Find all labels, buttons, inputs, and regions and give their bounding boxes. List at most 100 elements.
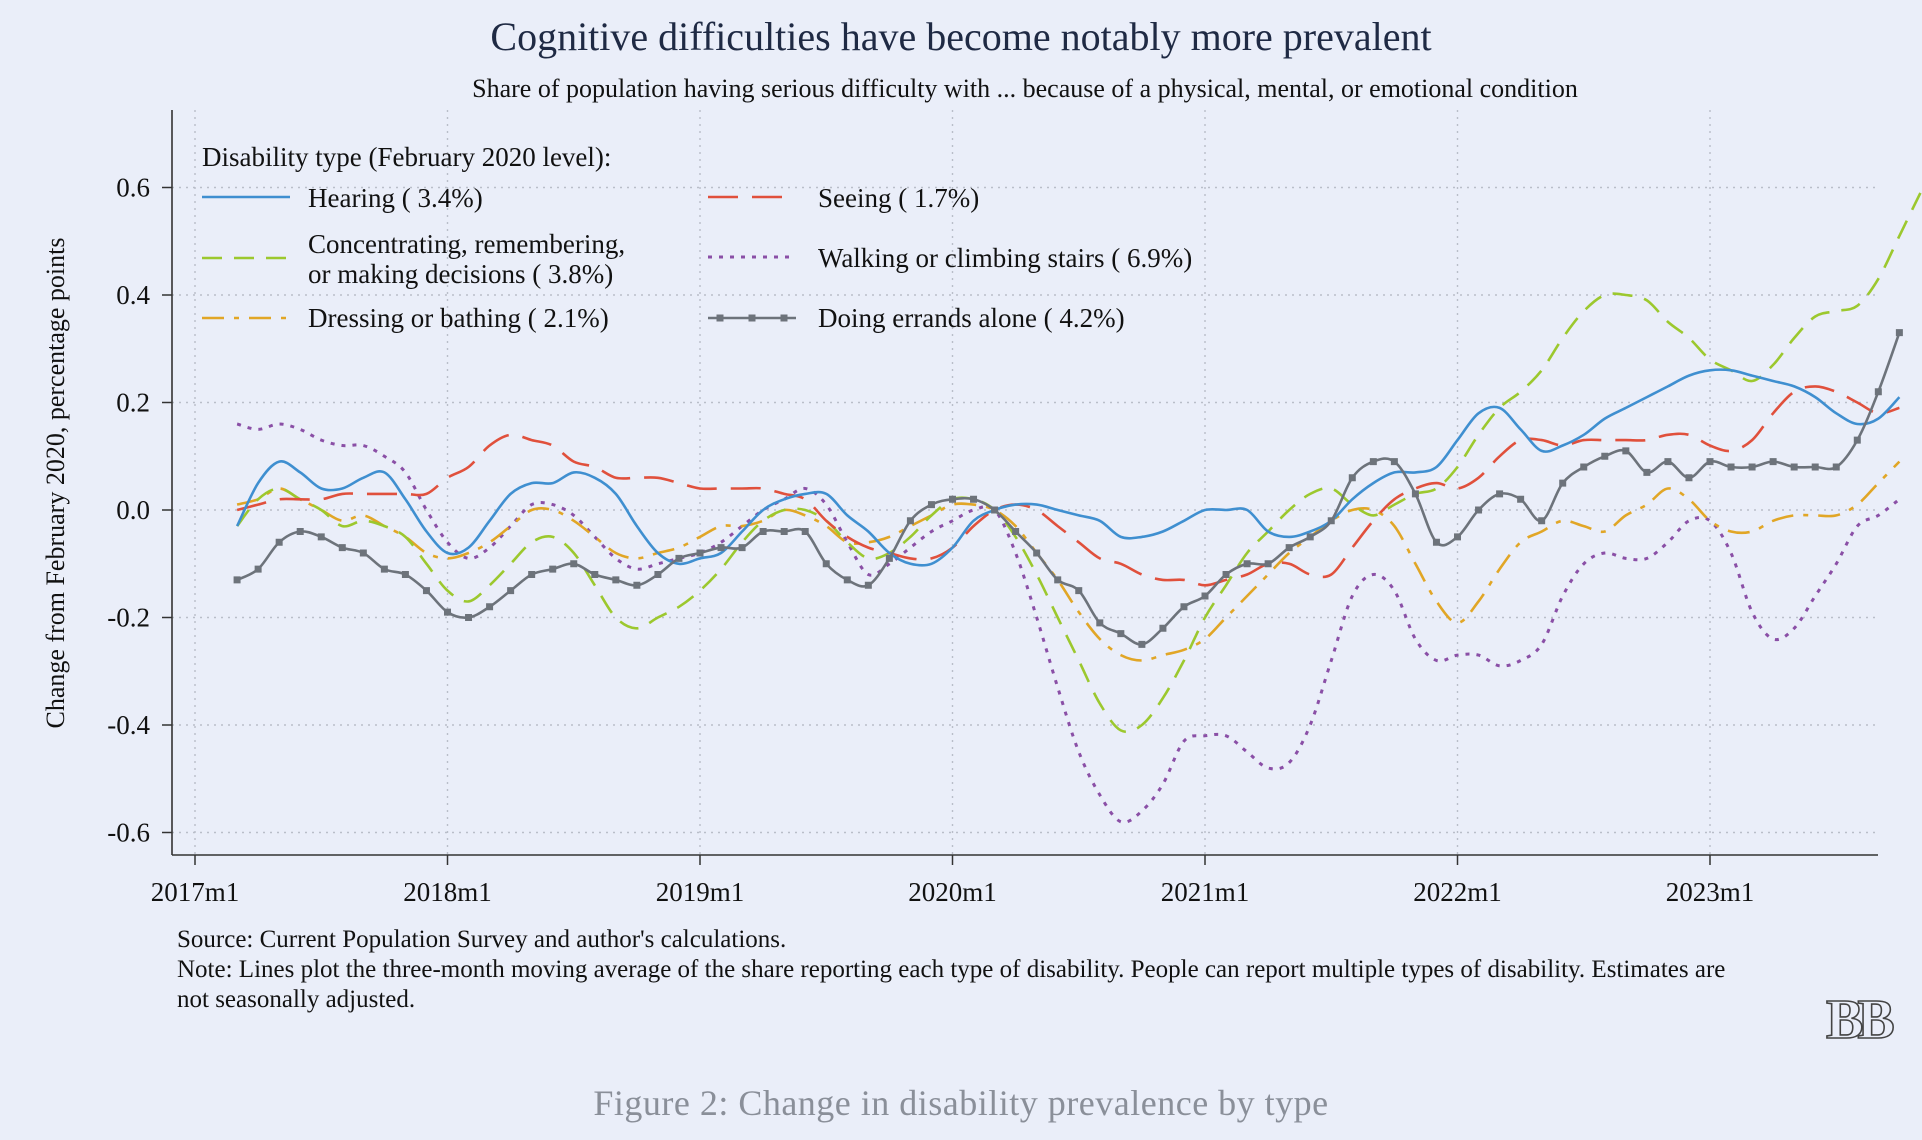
data-point (380, 565, 388, 573)
data-point (1517, 495, 1525, 503)
series-line (236, 385, 1900, 587)
data-point (233, 576, 241, 584)
data-point (1538, 517, 1546, 525)
y-ticks: -0.6 -0.4 -0.2 0.0 0.2 0.4 0.6 (107, 173, 172, 848)
y-axis-label: Change from February 2020, percentage po… (41, 238, 70, 729)
data-point (422, 587, 430, 595)
data-point (1727, 463, 1735, 471)
data-point (1811, 463, 1819, 471)
legend-marker (748, 314, 756, 322)
data-point (1475, 506, 1483, 514)
x-tick-label: 2019m1 (656, 877, 745, 907)
grid-lines (172, 110, 1878, 855)
data-point (1306, 533, 1314, 541)
legend-label: Dressing or bathing ( 2.1%) (308, 303, 609, 333)
legend: Disability type (February 2020 level): H… (202, 142, 1192, 333)
x-ticks: 2017m1 2018m1 2019m1 2020m1 2021m1 2022m1 2023… (151, 855, 1755, 907)
data-point (1348, 474, 1356, 482)
legend-label: Hearing ( 3.4%) (308, 183, 483, 213)
data-point (1432, 538, 1440, 546)
data-point (1222, 571, 1230, 578)
y-tick-label: -0.2 (107, 603, 150, 633)
y-tick-label: -0.4 (107, 710, 150, 740)
data-point (1706, 458, 1714, 466)
data-point (1664, 458, 1672, 466)
data-point (1390, 458, 1398, 466)
series-lines (233, 192, 1922, 824)
legend-label: Walking or climbing stairs ( 6.9%) (818, 243, 1192, 273)
data-point (1622, 447, 1630, 455)
data-point (401, 571, 409, 578)
data-point (317, 533, 325, 541)
data-point (1832, 463, 1840, 471)
data-point (1369, 458, 1377, 466)
y-tick-label: 0.6 (116, 173, 150, 203)
x-tick-label: 2022m1 (1413, 877, 1502, 907)
data-point (1243, 560, 1251, 568)
data-point (1411, 490, 1419, 498)
series-line (236, 192, 1922, 734)
data-point (1033, 549, 1041, 557)
data-point (1075, 587, 1083, 595)
data-point (549, 565, 557, 573)
data-point (275, 538, 283, 546)
data-point (528, 571, 536, 578)
data-point (801, 528, 809, 535)
figure-caption: Figure 2: Change in disability prevalenc… (593, 1083, 1329, 1123)
data-point (885, 554, 893, 562)
x-tick-label: 2020m1 (908, 877, 997, 907)
data-point (1559, 479, 1567, 487)
data-point (906, 517, 914, 525)
x-tick-label: 2018m1 (403, 877, 492, 907)
x-tick-label: 2021m1 (1161, 877, 1250, 907)
data-point (717, 544, 725, 552)
series-line (235, 368, 1901, 567)
legend-marker (780, 314, 788, 322)
data-point (1264, 560, 1272, 568)
y-tick-label: -0.6 (107, 818, 150, 848)
y-tick-label: 0.4 (116, 280, 150, 310)
data-point (444, 608, 451, 616)
data-point (1748, 463, 1756, 471)
data-point (822, 560, 830, 568)
chart-title: Cognitive difficulties have become notab… (490, 14, 1431, 59)
data-point (1117, 630, 1125, 638)
axes (171, 110, 1878, 856)
data-point (991, 506, 999, 514)
legend-label: Seeing ( 1.7%) (818, 183, 979, 213)
brand-logo: BB (1825, 988, 1895, 1052)
legend-title: Disability type (February 2020 level): (202, 142, 611, 172)
data-point (507, 587, 515, 595)
data-point (864, 581, 872, 589)
data-point (1285, 544, 1293, 552)
series-line (236, 460, 1901, 662)
data-point (843, 576, 851, 584)
data-point (1096, 619, 1104, 627)
data-point (1201, 592, 1209, 600)
notes: Source: Current Population Survey and au… (177, 925, 1737, 1015)
data-point (759, 528, 767, 535)
data-point (570, 560, 578, 568)
data-point (927, 501, 935, 509)
data-point (949, 495, 956, 503)
data-point (696, 549, 704, 557)
data-point (1643, 468, 1651, 476)
data-point (1054, 576, 1062, 584)
chart-subtitle: Share of population having serious diffi… (472, 74, 1578, 103)
y-tick-label: 0.2 (116, 388, 150, 418)
data-point (612, 576, 620, 584)
x-tick-label: 2023m1 (1666, 877, 1755, 907)
x-tick-label: 2017m1 (151, 877, 240, 907)
data-point (1496, 490, 1504, 498)
data-point (1601, 452, 1609, 460)
data-point (1895, 329, 1903, 337)
data-point (1874, 388, 1882, 396)
data-point (1180, 603, 1188, 611)
data-point (1853, 436, 1861, 444)
data-point (1012, 528, 1020, 535)
method-note: Note: Lines plot the three-month moving … (177, 956, 1726, 1013)
data-point (1685, 474, 1693, 482)
data-point (1454, 533, 1461, 541)
data-point (1580, 463, 1588, 471)
